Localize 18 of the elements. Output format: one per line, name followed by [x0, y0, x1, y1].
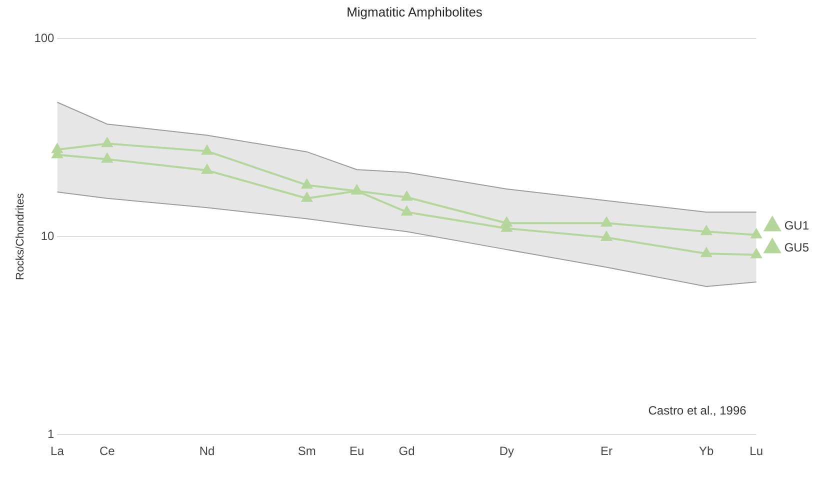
y-tick-label: 1	[48, 426, 55, 441]
x-tick-label: Eu	[349, 444, 364, 458]
legend-label: GU1	[784, 218, 810, 232]
y-tick-label: 10	[40, 228, 55, 243]
annotation: Castro et al., 1996	[648, 404, 747, 418]
x-tick-label: Yb	[699, 444, 714, 458]
legend-label: GU5	[784, 240, 810, 254]
x-tick-label: La	[50, 444, 64, 458]
x-tick-label: Lu	[750, 444, 764, 458]
y-tick-label: 100	[34, 30, 55, 45]
x-tick-label: Sm	[298, 444, 316, 458]
y-axis-title: Rocks/Chondrites	[14, 192, 27, 280]
x-tick-label: Dy	[499, 444, 514, 458]
x-tick-label: Gd	[398, 444, 415, 458]
x-tick-label: Ce	[99, 444, 116, 458]
x-tick-label: Er	[600, 444, 613, 458]
chart-title: Migmatitic Amphibolites	[346, 4, 483, 20]
x-tick-label: Nd	[199, 444, 215, 458]
